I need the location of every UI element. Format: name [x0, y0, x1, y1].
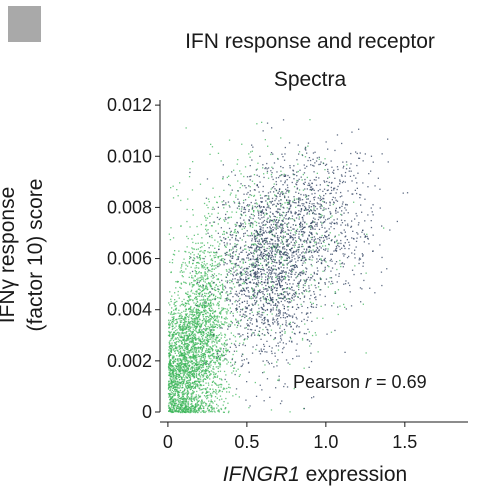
x-axis-label: IFNGR1 expression [165, 463, 465, 487]
y-tick-label: 0.012 [107, 95, 152, 115]
x-tick-label: 0 [163, 432, 173, 452]
x-axis-label-rest: expression [299, 463, 408, 486]
y-axis-label-line2: (factor 10) score [24, 178, 47, 332]
series-2-points [189, 119, 409, 410]
y-tick-label: 0.004 [107, 300, 152, 320]
annotation-r: r [365, 372, 372, 392]
y-tick-label: 0 [142, 402, 152, 422]
y-tick-label: 0.002 [107, 351, 152, 371]
chart-title-line2: Spectra [273, 68, 347, 91]
data-points [167, 119, 409, 414]
annotation-value: = 0.69 [371, 372, 427, 392]
y-tick-label: 0.010 [107, 146, 152, 166]
x-tick-label: 1.0 [313, 432, 338, 452]
x-axis-label-gene: IFNGR1 [222, 463, 300, 486]
y-axis-label-line1: IFNγ response [0, 186, 19, 324]
panel-tag [8, 6, 41, 42]
series-1-points [167, 119, 385, 414]
y-tick-label: 0.006 [107, 249, 152, 269]
chart-title-line1: IFN response and receptor [185, 30, 435, 53]
axes: 0 0.002 0.004 0.006 0.008 0.010 0.012 0 0.5 1.0 1.… [107, 95, 468, 452]
annotation-label: Pearson [293, 372, 366, 392]
y-tick-label: 0.008 [107, 197, 152, 217]
x-tick-label: 1.5 [392, 432, 417, 452]
pearson-annotation: Pearson r = 0.69 [293, 372, 427, 393]
x-tick-label: 0.5 [234, 432, 259, 452]
